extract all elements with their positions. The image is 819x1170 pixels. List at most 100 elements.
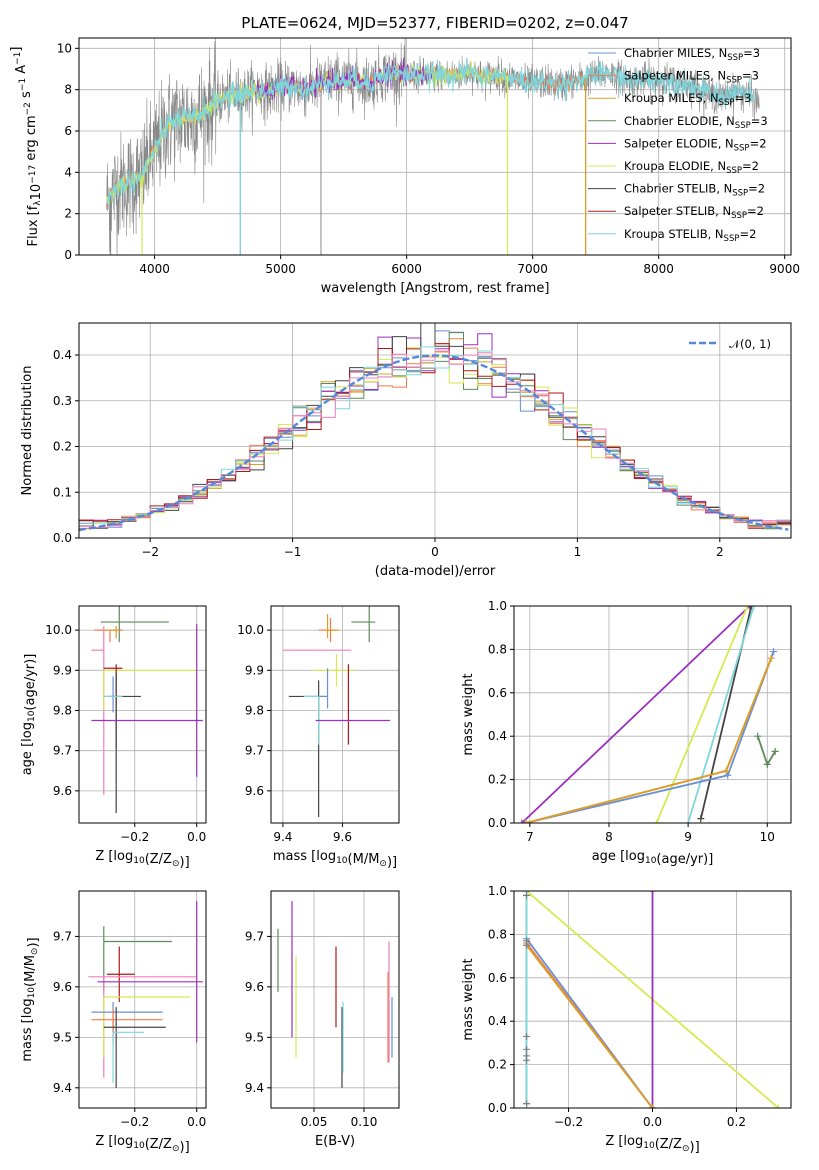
age-vs-Z-ylabel: age [log10(age/yr)] — [20, 654, 38, 776]
spectrum-ylabel-rest2: s — [19, 91, 34, 102]
weight-vs-Z-marker — [523, 941, 531, 949]
age-vs-Z-plot-area — [91, 606, 203, 813]
weight-vs-Z-marker — [774, 1104, 782, 1108]
weight-vs-age-ytick-label: 0.4 — [488, 729, 507, 743]
spectrum-ylabel-rest: erg cm — [24, 115, 39, 164]
spectrum-legend-label-tail: =2 — [747, 204, 764, 218]
age-vs-mass-point — [312, 654, 355, 687]
age-vs-Z-ytick-label: 9.8 — [53, 703, 72, 717]
weight-vs-age-ytick-label: 1.0 — [488, 599, 507, 613]
figure-title: PLATE=0624, MJD=52377, FIBERID=0202, z=0… — [241, 14, 628, 32]
mass-vs-Z-ylabel: mass [log10(M/M⊙)] — [20, 937, 41, 1061]
spectrum-panel: 4000 5000 6000 7000 8000 9000 0 2 4 6 8 10 wavelengt… — [9, 37, 800, 296]
age-vs-Z-ylabel: age [log — [20, 722, 35, 775]
age-vs-mass-point — [351, 606, 376, 643]
spectrum-xtick-label: 6000 — [391, 262, 422, 276]
age-vs-Z-xlabel: Z [log10(Z/Z⊙)] — [95, 849, 189, 870]
weight-vs-Z-panel: −0.2 0.0 0.2 0.0 0.2 0.4 0.6 0.8 1.0 Z [log10(Z/Z… — [461, 884, 792, 1155]
age-vs-mass-ytick-label: 9.9 — [245, 663, 264, 677]
spectrum-ylabel-sup2: −2 — [23, 102, 33, 115]
age-vs-Z-ytick-label: 9.7 — [53, 744, 72, 758]
residuals-ytick-label: 0.3 — [53, 394, 72, 408]
weight-vs-Z-marker — [523, 1100, 531, 1108]
spectrum-legend-label: Kroupa ELODIE, NSSP=2 — [624, 159, 759, 176]
weight-vs-age-xtick-label: 8 — [605, 830, 613, 844]
mass-vs-Z-ylabel-end: )] — [26, 937, 41, 947]
weight-vs-age-marker — [771, 747, 779, 755]
spectrum-xtick-label: 7000 — [517, 262, 548, 276]
age-vs-Z-ytick-label: 9.9 — [53, 663, 72, 677]
age-vs-mass-ytick-label: 9.6 — [245, 784, 264, 798]
spectrum-legend-label: Chabrier ELODIE, NSSP=3 — [624, 114, 768, 131]
age-vs-Z-xtick-label: −0.2 — [120, 830, 149, 844]
weight-vs-Z-ylabel: mass weight — [461, 958, 476, 1040]
mass-vs-Z-xlabel-sub: 10 — [133, 1141, 145, 1151]
mass-vs-Z-xlabel-end: )] — [180, 1140, 190, 1155]
age-vs-Z-xtick-label: 0.0 — [187, 830, 206, 844]
spectrum-legend-label-sub: SSP — [727, 53, 743, 63]
age-vs-mass-plot-area — [282, 606, 391, 817]
spectrum-xlabel: wavelength [Angstrom, rest frame] — [321, 281, 550, 296]
residuals-ytick-label: 0.1 — [53, 485, 72, 499]
spectrum-legend-label-tail: =2 — [739, 227, 756, 241]
spectrum-legend-label-tail: =2 — [748, 182, 765, 196]
mass-vs-Z-point — [103, 1007, 166, 1088]
weight-vs-age-marker — [767, 654, 775, 662]
age-vs-mass-xlabel: mass [log10(M/M⊙)] — [273, 849, 397, 870]
weight-vs-age-series-salpeter-elodie — [521, 606, 751, 823]
age-vs-Z-xlabel: Z [log — [95, 849, 133, 864]
spectrum-legend-label-sub: SSP — [734, 143, 750, 153]
residuals-ylabel: Normed distribution — [20, 366, 35, 496]
spectrum-legend-label-sub: SSP — [726, 166, 742, 176]
weight-vs-age-marker — [652, 819, 660, 823]
age-vs-Z-frame — [78, 605, 207, 824]
mass-vs-Z-point — [106, 946, 135, 1003]
weight-vs-Z-xtick-label: −0.2 — [554, 1115, 583, 1129]
weight-vs-age-series-kroupa-stelib — [687, 606, 755, 823]
weight-vs-Z-marker — [523, 1056, 531, 1064]
spectrum-legend-label-tail: =3 — [742, 69, 759, 83]
mass-vs-EBV-panel: 0.05 0.10 9.4 9.5 9.6 9.7 E(B-V) — [245, 890, 400, 1149]
weight-vs-Z-ytick-label: 1.0 — [488, 884, 507, 898]
weight-vs-Z-ytick-label: 0.6 — [488, 971, 507, 985]
residuals-xlabel: (data-model)/error — [375, 564, 496, 579]
weight-vs-age-marker — [754, 732, 762, 740]
age-vs-Z-panel: −0.2 0.09.69.79.89.910.0Z [log10(Z/Z⊙)]ag… — [20, 605, 207, 870]
age-vs-mass-xtick-label: 9.6 — [333, 830, 352, 844]
weight-vs-age-plot-area — [518, 606, 779, 823]
weight-vs-age-xtick-label: 7 — [526, 830, 534, 844]
weight-vs-age-ylabel: mass weight — [461, 673, 476, 755]
mass-vs-Z-ylabel-sub2: ⊙ — [30, 948, 40, 956]
age-vs-mass-point — [326, 614, 340, 639]
weight-vs-age-marker — [746, 606, 754, 610]
age-vs-mass-xlabel-sub: 10 — [336, 856, 348, 866]
spectrum-legend-label-sub: SSP — [724, 234, 740, 244]
spectrum-model-salpeter-elodie — [254, 57, 433, 101]
mass-vs-Z-ytick-label: 9.6 — [53, 980, 72, 994]
age-vs-Z-xlabel-sub: 10 — [133, 856, 145, 866]
weight-vs-Z-xtick-label: 0.0 — [643, 1115, 662, 1129]
weight-vs-age-frame — [513, 605, 792, 824]
spectrum-legend-label: Chabrier STELIB, NSSP=2 — [624, 182, 765, 199]
spectrum-ytick-label: 8 — [64, 83, 72, 97]
mass-vs-EBV-ytick-label: 9.4 — [245, 1081, 264, 1095]
age-vs-mass-frame — [270, 605, 400, 824]
weight-vs-Z-ylabel: mass weight — [461, 958, 476, 1040]
spectrum-xtick-label: 8000 — [643, 262, 674, 276]
mass-vs-Z-xlabel: Z [log — [95, 1134, 133, 1149]
spectrum-frame — [78, 37, 792, 256]
mass-vs-Z-frame — [78, 890, 207, 1109]
residual-legend-label: 𝒩(0, 1) — [729, 337, 771, 351]
residuals-ytick-label: 0.0 — [53, 531, 72, 545]
mass-vs-EBV-ytick-label: 9.6 — [245, 980, 264, 994]
spectrum-legend-label-main: Kroupa MILES, N — [624, 91, 719, 105]
weight-vs-Z-xlabel-sub2: ⊙ — [682, 1144, 690, 1154]
spectrum-ylabel: Flux [f — [26, 205, 41, 246]
age-vs-mass-ytick-label: 10.0 — [237, 623, 264, 637]
mass-vs-Z-xtick-label: −0.2 — [120, 1115, 149, 1129]
weight-vs-Z-xlabel-rest: (Z/Z — [655, 1137, 682, 1152]
weight-vs-age-marker — [722, 767, 730, 775]
residuals-xtick-label: 1 — [574, 545, 582, 559]
age-vs-mass-ytick-label: 9.8 — [245, 703, 264, 717]
